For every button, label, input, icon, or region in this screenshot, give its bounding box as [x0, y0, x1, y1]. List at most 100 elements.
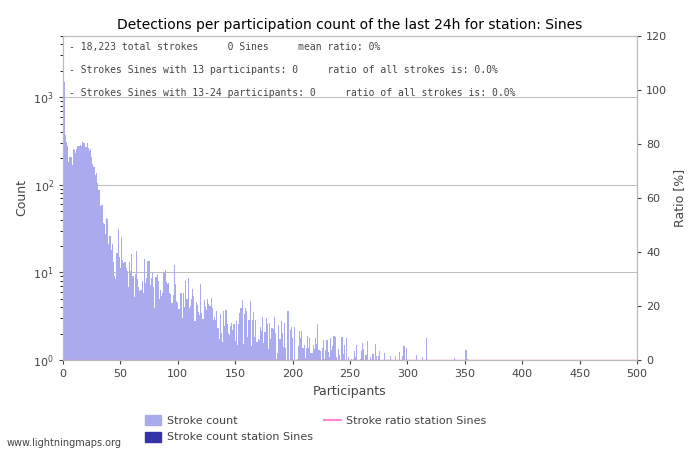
Bar: [554, 403, 555, 450]
Bar: [460, 392, 461, 450]
Bar: [310, 353, 312, 450]
Bar: [320, 351, 321, 450]
Bar: [164, 270, 166, 450]
Bar: [260, 327, 261, 450]
Bar: [573, 401, 575, 450]
Bar: [405, 370, 406, 450]
Bar: [316, 344, 317, 450]
Bar: [636, 403, 638, 450]
Bar: [312, 353, 313, 450]
Bar: [349, 375, 351, 450]
Bar: [421, 356, 423, 450]
Bar: [229, 335, 230, 450]
Bar: [91, 158, 92, 450]
Bar: [575, 399, 577, 450]
Bar: [195, 302, 197, 450]
Text: www.lightningmaps.org: www.lightningmaps.org: [7, 438, 122, 448]
Bar: [298, 346, 299, 450]
Bar: [283, 346, 284, 450]
Bar: [330, 338, 331, 450]
Bar: [193, 297, 195, 450]
Bar: [598, 403, 600, 450]
Bar: [114, 276, 116, 450]
Bar: [597, 400, 598, 450]
Bar: [241, 300, 243, 450]
Bar: [482, 399, 484, 450]
Bar: [332, 346, 333, 450]
Bar: [593, 403, 594, 450]
Bar: [223, 311, 224, 450]
Bar: [128, 287, 129, 450]
Bar: [297, 359, 298, 450]
Bar: [144, 258, 145, 450]
Bar: [93, 167, 95, 450]
Bar: [615, 403, 616, 450]
Bar: [230, 325, 231, 450]
Bar: [456, 401, 457, 450]
Bar: [550, 403, 552, 450]
Bar: [416, 355, 417, 450]
Bar: [291, 327, 292, 450]
Bar: [256, 342, 258, 450]
Bar: [410, 393, 412, 450]
Bar: [468, 388, 469, 450]
Bar: [265, 318, 267, 450]
Bar: [112, 244, 113, 450]
Bar: [328, 351, 329, 450]
Bar: [286, 365, 288, 450]
Bar: [89, 151, 90, 450]
Bar: [253, 312, 254, 450]
Bar: [92, 164, 93, 450]
Bar: [333, 336, 335, 450]
Bar: [344, 345, 345, 450]
Bar: [292, 338, 293, 450]
Bar: [216, 310, 218, 450]
Bar: [338, 349, 339, 450]
Bar: [207, 299, 208, 450]
Bar: [435, 370, 437, 450]
Bar: [400, 382, 401, 450]
Bar: [491, 389, 492, 450]
Bar: [469, 403, 470, 450]
Bar: [239, 313, 240, 450]
Bar: [326, 340, 328, 450]
Bar: [530, 382, 531, 450]
Bar: [220, 314, 221, 450]
Bar: [96, 173, 97, 450]
Bar: [103, 223, 104, 450]
Bar: [401, 375, 402, 450]
Bar: [479, 395, 480, 450]
Bar: [234, 341, 236, 450]
Bar: [533, 403, 534, 450]
Bar: [571, 379, 572, 450]
Bar: [402, 356, 403, 450]
Bar: [528, 403, 530, 450]
Bar: [423, 371, 424, 450]
Bar: [532, 391, 533, 450]
Bar: [248, 320, 250, 450]
Bar: [84, 143, 85, 450]
Bar: [457, 392, 458, 450]
Bar: [559, 403, 561, 450]
Bar: [566, 403, 568, 450]
Bar: [480, 385, 482, 450]
Bar: [377, 373, 378, 450]
Bar: [399, 352, 400, 450]
Bar: [321, 362, 322, 450]
Bar: [173, 295, 174, 450]
Bar: [365, 355, 367, 450]
Bar: [237, 345, 238, 450]
Bar: [215, 320, 216, 450]
Bar: [473, 386, 475, 450]
Bar: [545, 403, 546, 450]
Bar: [276, 359, 277, 450]
Bar: [368, 360, 369, 450]
Bar: [449, 376, 451, 450]
Bar: [360, 359, 361, 450]
Bar: [632, 403, 633, 450]
Bar: [396, 362, 398, 450]
Bar: [98, 190, 99, 450]
Bar: [548, 400, 550, 450]
Bar: [111, 250, 112, 450]
Bar: [190, 306, 191, 450]
